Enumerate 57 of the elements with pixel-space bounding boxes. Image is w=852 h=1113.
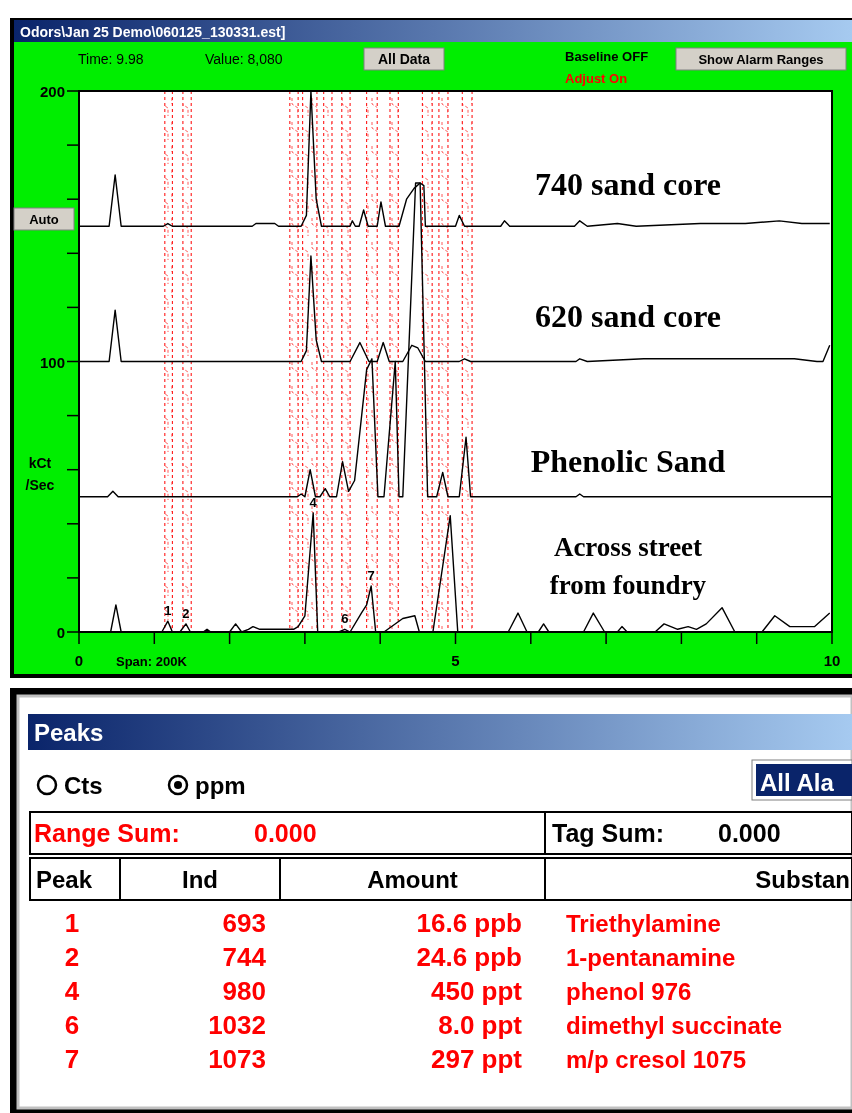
text: 980 bbox=[222, 976, 266, 1006]
chart-title: Odors\Jan 25 Demo\060125_130331.est] bbox=[20, 24, 286, 40]
annotation: 2 bbox=[182, 605, 190, 621]
annotation: 6 bbox=[341, 611, 349, 627]
series-label: Across street from foundry bbox=[549, 532, 707, 600]
text: 16.6 ppb bbox=[416, 908, 522, 938]
text: 1-pentanamine bbox=[566, 944, 736, 971]
category-label: Peak bbox=[36, 866, 93, 893]
y-tick-label: 200 bbox=[39, 83, 65, 100]
text: Adjust On bbox=[565, 71, 628, 86]
annotation: 1 bbox=[164, 603, 172, 619]
text: 1073 bbox=[208, 1044, 266, 1074]
text: 8.0 ppt bbox=[438, 1010, 523, 1040]
text: m/p cresol 1075 bbox=[566, 1046, 747, 1073]
annotation: 7 bbox=[367, 568, 375, 584]
text: Value: 8,080 bbox=[205, 51, 283, 67]
text: 297 ppt bbox=[430, 1044, 523, 1074]
text: 2 bbox=[64, 942, 80, 972]
series-label: 740 sand core bbox=[534, 166, 722, 202]
text: Time: 9.98 bbox=[78, 51, 144, 67]
text: Triethylamine bbox=[566, 910, 721, 937]
y-axis-title: kCt /Sec bbox=[25, 455, 55, 493]
text: Cts bbox=[64, 772, 103, 799]
y-tick-label: 0 bbox=[56, 624, 65, 641]
series-label: 620 sand core bbox=[534, 298, 722, 334]
text: All Ala bbox=[760, 769, 835, 796]
text: phenol 976 bbox=[566, 978, 692, 1005]
x-tick-label: 5 bbox=[451, 652, 460, 669]
x-tick-label: 0 bbox=[74, 652, 84, 669]
annotation: 4 bbox=[309, 494, 318, 510]
text: Span: 200K bbox=[116, 654, 188, 669]
text: 693 bbox=[222, 908, 266, 938]
category-label: Substan bbox=[755, 866, 850, 893]
text: 1032 bbox=[208, 1010, 266, 1040]
text: Auto bbox=[29, 212, 59, 227]
y-tick-label: 100 bbox=[39, 353, 65, 371]
text: 0.000 bbox=[718, 819, 781, 847]
text: Show Alarm Ranges bbox=[698, 52, 824, 67]
series-label: Phenolic Sand bbox=[530, 443, 726, 479]
text: 4 bbox=[64, 976, 80, 1006]
text: 744 bbox=[222, 942, 267, 972]
text: 450 ppt bbox=[430, 976, 523, 1006]
category-label: Amount bbox=[367, 866, 458, 893]
text: dimethyl succinate bbox=[566, 1012, 783, 1039]
text: 7 bbox=[64, 1044, 80, 1074]
text: Range Sum: bbox=[34, 819, 180, 847]
x-tick-label: 10 bbox=[823, 652, 841, 669]
text: 6 bbox=[64, 1010, 80, 1040]
text: Peaks bbox=[34, 719, 104, 746]
text: 1 bbox=[64, 908, 80, 938]
text: Baseline OFF bbox=[565, 49, 649, 64]
text: All Data bbox=[377, 51, 431, 67]
text: 24.6 ppb bbox=[416, 942, 522, 972]
text: ppm bbox=[195, 772, 246, 799]
category-label: Ind bbox=[182, 866, 218, 893]
text: 0.000 bbox=[254, 819, 317, 847]
text: Tag Sum: bbox=[552, 819, 665, 847]
